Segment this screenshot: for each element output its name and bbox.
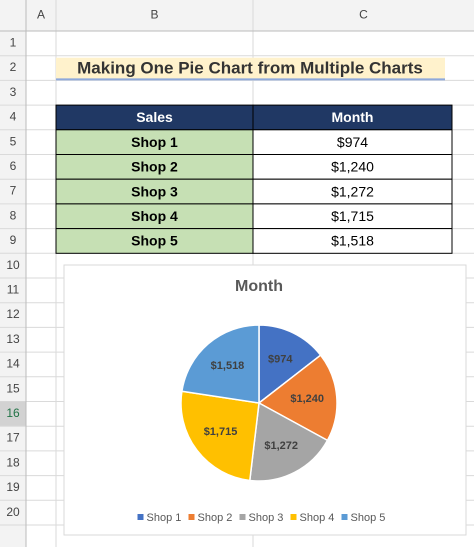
shop-name-cell: [55, 228, 254, 254]
data-label: $1,715: [204, 426, 238, 438]
legend-label: Shop 1: [147, 512, 182, 524]
row-number: 4: [10, 110, 17, 124]
row-number: 19: [6, 480, 20, 494]
shop-name: Shop 1: [131, 134, 178, 150]
pie-slice: [258, 324, 322, 405]
row-number: 6: [10, 159, 17, 173]
legend-label: Shop 3: [249, 512, 284, 524]
row-number: 11: [7, 283, 20, 297]
row-number: 7: [10, 184, 17, 198]
selected-row-header: [0, 401, 26, 427]
sales-value-cell: [252, 129, 453, 156]
row-number: 14: [6, 357, 20, 371]
table-header: Month: [332, 109, 374, 125]
legend-swatch: [341, 514, 348, 520]
row-number: 18: [6, 455, 20, 469]
column-letter: A: [37, 8, 45, 22]
row-number: 8: [10, 208, 17, 222]
pie-slice: [181, 324, 260, 404]
title-box: [56, 57, 445, 80]
legend-swatch: [137, 514, 144, 520]
row-number: 1: [10, 36, 17, 50]
row-header-bar: [0, 31, 26, 547]
shop-name: Shop 2: [131, 159, 178, 175]
table-header-cell: [252, 104, 453, 131]
row-number: 12: [6, 307, 20, 321]
legend-label: Shop 5: [351, 512, 386, 524]
legend-label: Shop 2: [198, 512, 233, 524]
sales-value: $1,272: [331, 183, 374, 199]
sheet-title: Making One Pie Chart from Multiple Chart…: [77, 59, 423, 78]
shop-name: Shop 5: [131, 233, 178, 249]
data-label: $1,240: [290, 393, 324, 405]
column-letter: B: [150, 8, 158, 22]
data-label: $1,272: [264, 440, 298, 452]
row-number: 17: [6, 431, 20, 445]
row-number: 2: [10, 60, 17, 74]
chart-title: Month: [235, 278, 283, 295]
sales-value-cell: [252, 228, 453, 254]
row-number: 16: [6, 406, 20, 420]
column-header-bar: [0, 0, 474, 31]
legend-label: Shop 4: [300, 512, 335, 524]
data-label: $1,518: [211, 360, 245, 372]
sales-value: $1,715: [331, 208, 374, 224]
row-number: 13: [6, 332, 20, 346]
shop-name-cell: [55, 154, 254, 180]
legend-swatch: [239, 514, 246, 520]
column-letter: C: [359, 8, 368, 22]
sales-value-cell: [252, 154, 453, 180]
row-number: 9: [10, 233, 17, 247]
sales-value: $1,518: [331, 233, 374, 249]
pie-slice: [257, 354, 338, 442]
shop-name: Shop 4: [131, 208, 178, 224]
legend-swatch: [290, 514, 297, 520]
data-label: $974: [268, 353, 293, 365]
row-number: 15: [6, 381, 20, 395]
table-header: Sales: [136, 109, 173, 125]
pie-slice: [248, 401, 329, 482]
row-number: 10: [6, 258, 20, 272]
pie-slice: [180, 390, 260, 482]
sales-value: $974: [337, 134, 368, 150]
shop-name: Shop 3: [131, 183, 178, 199]
row-number: 20: [6, 505, 20, 519]
row-number: 3: [10, 85, 17, 99]
sales-value: $1,240: [331, 159, 374, 175]
row-number: 5: [10, 134, 17, 148]
legend-swatch: [188, 514, 195, 520]
